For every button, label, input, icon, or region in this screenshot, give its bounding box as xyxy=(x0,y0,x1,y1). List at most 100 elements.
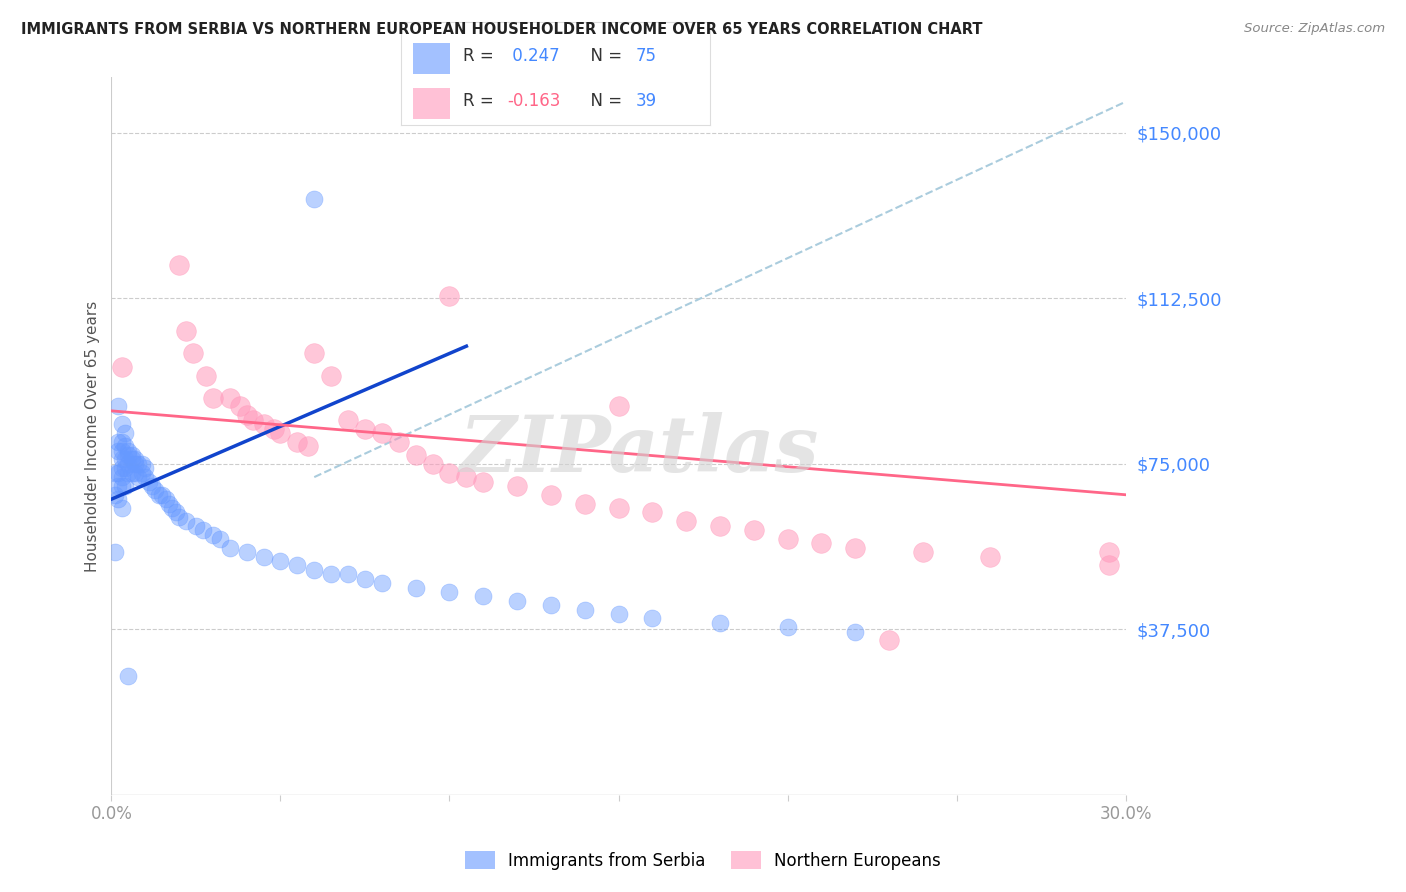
FancyBboxPatch shape xyxy=(413,88,450,119)
Point xyxy=(110,501,132,516)
Point xyxy=(456,470,478,484)
Text: -0.163: -0.163 xyxy=(508,92,561,111)
Point xyxy=(150,488,173,502)
Point xyxy=(134,470,156,484)
Point xyxy=(110,417,132,431)
Text: IMMIGRANTS FROM SERBIA VS NORTHERN EUROPEAN HOUSEHOLDER INCOME OVER 65 YEARS COR: IMMIGRANTS FROM SERBIA VS NORTHERN EUROP… xyxy=(21,22,983,37)
Point xyxy=(174,324,197,338)
Point xyxy=(844,624,866,639)
Point xyxy=(181,346,204,360)
Point xyxy=(709,518,731,533)
Point xyxy=(162,501,184,516)
Point xyxy=(117,443,139,458)
Point xyxy=(607,400,630,414)
Point xyxy=(472,475,495,489)
Point xyxy=(472,590,495,604)
Point xyxy=(304,192,326,206)
Point xyxy=(134,461,156,475)
Point xyxy=(607,607,630,621)
Point xyxy=(107,479,129,493)
Point xyxy=(229,400,252,414)
Point xyxy=(742,523,765,537)
Point xyxy=(110,443,132,458)
Point xyxy=(117,466,139,480)
Point xyxy=(110,434,132,449)
Point xyxy=(607,501,630,516)
Point xyxy=(141,479,163,493)
Point xyxy=(439,289,461,303)
Point xyxy=(195,368,218,383)
Y-axis label: Householder Income Over 65 years: Householder Income Over 65 years xyxy=(86,301,100,572)
Point xyxy=(110,470,132,484)
Point xyxy=(269,554,291,568)
Point xyxy=(285,434,308,449)
Point xyxy=(252,417,274,431)
Point xyxy=(321,368,343,383)
Point xyxy=(285,558,308,573)
Point xyxy=(844,541,866,555)
Point xyxy=(184,518,207,533)
Text: ZIPatlas: ZIPatlas xyxy=(460,412,818,489)
Point xyxy=(252,549,274,564)
Point xyxy=(114,479,136,493)
Point xyxy=(114,452,136,467)
Point xyxy=(540,488,562,502)
Point xyxy=(321,567,343,582)
Point xyxy=(121,466,143,480)
Point xyxy=(114,425,136,440)
Point xyxy=(114,439,136,453)
Point xyxy=(218,391,240,405)
Point xyxy=(877,633,900,648)
Text: 0.247: 0.247 xyxy=(508,47,560,65)
Point xyxy=(127,470,149,484)
Point xyxy=(269,425,291,440)
Point xyxy=(117,457,139,471)
Point xyxy=(1098,558,1121,573)
Point xyxy=(201,391,224,405)
Point xyxy=(354,572,377,586)
Point xyxy=(117,448,139,462)
Point xyxy=(104,488,127,502)
Point xyxy=(235,409,257,423)
Point xyxy=(776,532,799,546)
Point xyxy=(208,532,231,546)
Point xyxy=(107,492,129,507)
Point xyxy=(110,461,132,475)
Point xyxy=(439,466,461,480)
Point xyxy=(911,545,934,559)
Point xyxy=(218,541,240,555)
Point xyxy=(107,466,129,480)
Point xyxy=(174,514,197,528)
Legend: Immigrants from Serbia, Northern Europeans: Immigrants from Serbia, Northern Europea… xyxy=(458,845,948,877)
Point xyxy=(104,466,127,480)
Point xyxy=(191,523,214,537)
Point xyxy=(165,505,187,519)
FancyBboxPatch shape xyxy=(413,43,450,74)
Point xyxy=(124,452,146,467)
Point xyxy=(297,439,319,453)
Text: Source: ZipAtlas.com: Source: ZipAtlas.com xyxy=(1244,22,1385,36)
Text: R =: R = xyxy=(463,92,499,111)
Point xyxy=(107,400,129,414)
Point xyxy=(388,434,411,449)
Point xyxy=(242,413,264,427)
Point xyxy=(263,421,285,435)
Point xyxy=(148,488,170,502)
Text: N =: N = xyxy=(581,92,627,111)
Point xyxy=(117,669,139,683)
Point xyxy=(810,536,832,550)
Point xyxy=(107,434,129,449)
Point xyxy=(110,479,132,493)
Text: 75: 75 xyxy=(636,47,657,65)
Point xyxy=(641,611,664,625)
Point xyxy=(439,585,461,599)
Point xyxy=(201,527,224,541)
Point xyxy=(114,461,136,475)
Point xyxy=(574,497,596,511)
Text: 39: 39 xyxy=(636,92,657,111)
Point xyxy=(127,457,149,471)
Point xyxy=(110,359,132,374)
Point xyxy=(167,509,190,524)
Point xyxy=(776,620,799,634)
Point xyxy=(124,466,146,480)
